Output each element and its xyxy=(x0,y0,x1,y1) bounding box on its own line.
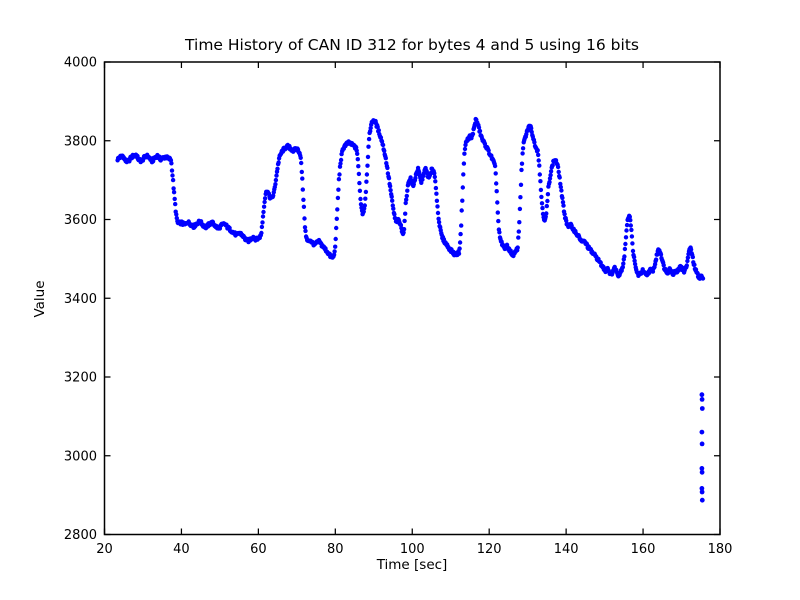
scatter-points xyxy=(115,116,706,281)
svg-text:40: 40 xyxy=(173,542,190,557)
svg-text:60: 60 xyxy=(250,542,267,557)
svg-text:120: 120 xyxy=(477,542,502,557)
y-axis-label: Value xyxy=(32,280,48,318)
svg-text:3600: 3600 xyxy=(64,213,97,228)
svg-text:3400: 3400 xyxy=(64,292,97,307)
svg-text:3200: 3200 xyxy=(64,371,97,386)
x-ticks xyxy=(103,62,721,535)
outlier-points xyxy=(699,392,705,503)
svg-text:20: 20 xyxy=(96,542,113,557)
svg-text:100: 100 xyxy=(400,542,425,557)
svg-text:140: 140 xyxy=(554,542,579,557)
chart-title: Time History of CAN ID 312 for bytes 4 a… xyxy=(185,36,639,54)
axes-frame xyxy=(103,61,721,536)
y-ticks xyxy=(104,61,720,536)
svg-text:80: 80 xyxy=(327,542,344,557)
y-tick-labels: 2800 3000 3200 3400 3600 3800 4000 xyxy=(64,56,97,544)
svg-text:2800: 2800 xyxy=(64,528,97,543)
x-tick-labels: 20 40 60 80 100 120 140 160 180 xyxy=(96,542,732,557)
svg-text:180: 180 xyxy=(708,542,733,557)
svg-text:4000: 4000 xyxy=(64,56,97,71)
svg-text:3800: 3800 xyxy=(64,134,97,149)
x-axis-label: Time [sec] xyxy=(376,557,448,573)
svg-text:160: 160 xyxy=(631,542,656,557)
svg-text:3000: 3000 xyxy=(64,449,97,464)
